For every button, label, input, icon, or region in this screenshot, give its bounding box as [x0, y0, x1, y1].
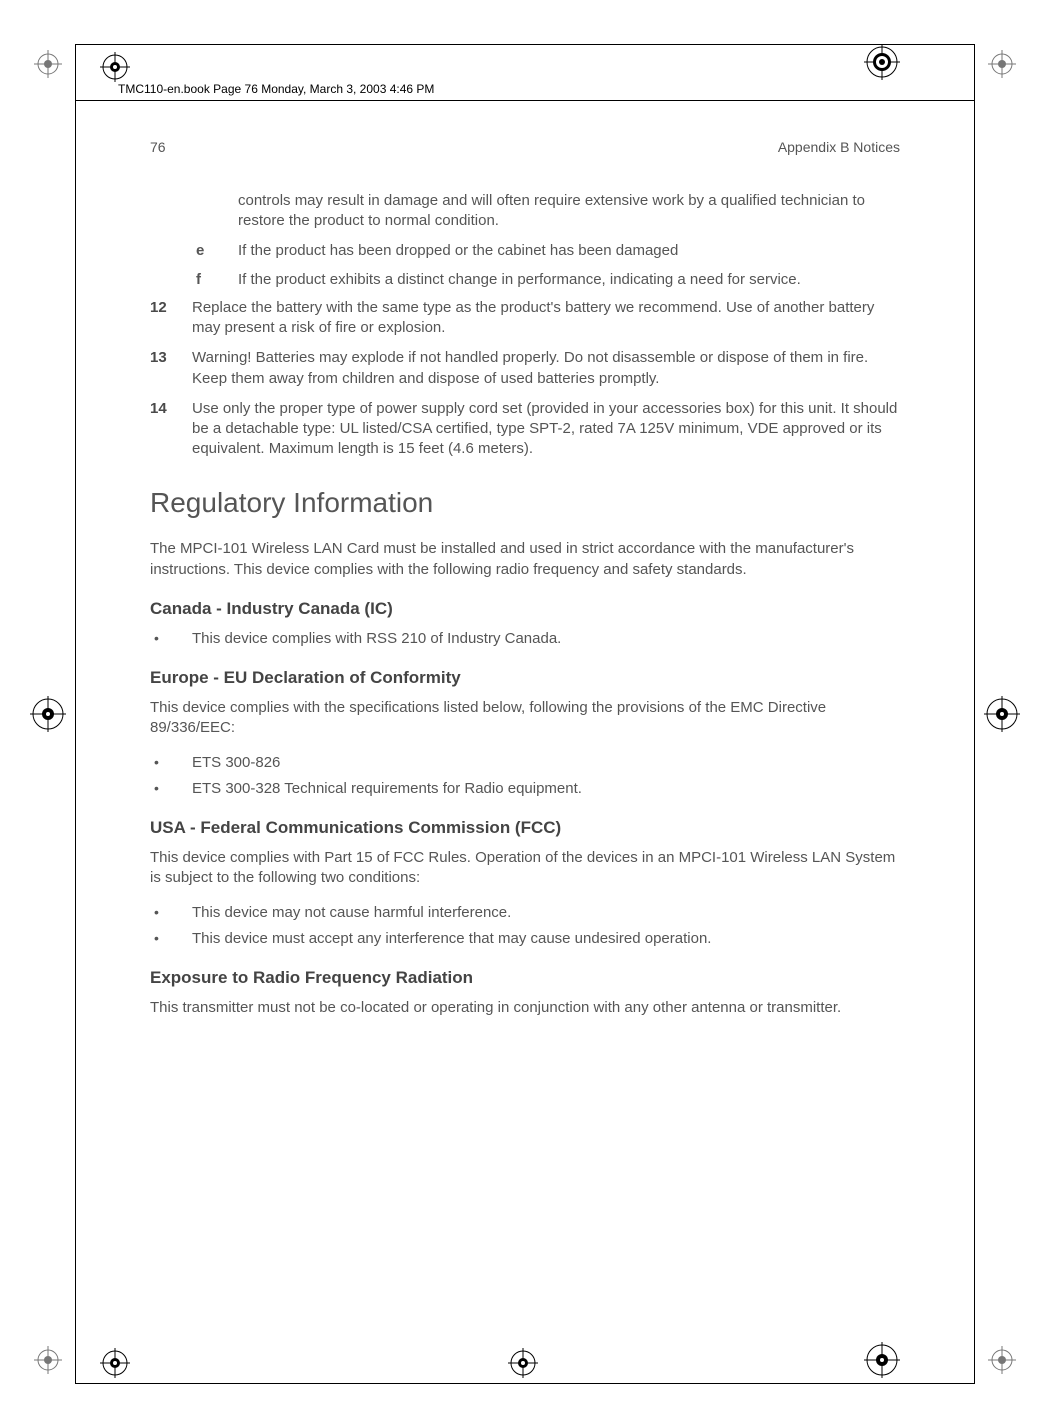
- sub-body: If the product exhibits a distinct chang…: [238, 270, 900, 290]
- list-marker: 12: [150, 298, 192, 339]
- page-content: 76 Appendix B Notices controls may resul…: [150, 138, 900, 1032]
- list-item: 13 Warning! Batteries may explode if not…: [150, 348, 900, 389]
- list-marker: 14: [150, 399, 192, 460]
- section-intro: The MPCI-101 Wireless LAN Card must be i…: [150, 539, 900, 580]
- bullet-icon: •: [150, 629, 192, 649]
- europe-para: This device complies with the specificat…: [150, 698, 900, 739]
- list-body: Use only the proper type of power supply…: [192, 399, 900, 460]
- subsection-heading: USA - Federal Communications Commission …: [150, 817, 900, 840]
- crop-mark-icon: [34, 1346, 62, 1374]
- exposure-para: This transmitter must not be co-located …: [150, 998, 900, 1018]
- sub-body: If the product has been dropped or the c…: [238, 241, 900, 261]
- page-number: 76: [150, 138, 166, 157]
- registration-target-icon: [508, 1348, 538, 1378]
- bullet-icon: •: [150, 903, 192, 923]
- page-header: 76 Appendix B Notices: [150, 138, 900, 157]
- bullet-icon: •: [150, 753, 192, 773]
- registration-target-icon: [100, 52, 130, 82]
- bullet-text: This device complies with RSS 210 of Ind…: [192, 629, 900, 649]
- bullet-item: • This device may not cause harmful inte…: [150, 903, 900, 923]
- list-marker: 13: [150, 348, 192, 389]
- subsection-heading: Europe - EU Declaration of Conformity: [150, 667, 900, 690]
- bullet-icon: •: [150, 929, 192, 949]
- bullet-text: ETS 300-328 Technical requirements for R…: [192, 779, 900, 799]
- usa-para: This device complies with Part 15 of FCC…: [150, 848, 900, 889]
- list-body: Replace the battery with the same type a…: [192, 298, 900, 339]
- subsection-heading: Canada - Industry Canada (IC): [150, 598, 900, 621]
- section-heading: Regulatory Information: [150, 484, 900, 522]
- crop-mark-icon: [988, 50, 1016, 78]
- list-item: 12 Replace the battery with the same typ…: [150, 298, 900, 339]
- sub-marker: e: [196, 241, 238, 261]
- bullet-item: • This device must accept any interferen…: [150, 929, 900, 949]
- registration-target-icon: [30, 696, 66, 732]
- bullet-item: • ETS 300-826: [150, 753, 900, 773]
- bullet-item: • ETS 300-328 Technical requirements for…: [150, 779, 900, 799]
- registration-target-icon: [864, 1342, 900, 1378]
- bullet-text: This device must accept any interference…: [192, 929, 900, 949]
- book-header: TMC110-en.book Page 76 Monday, March 3, …: [118, 82, 434, 96]
- bullet-icon: •: [150, 779, 192, 799]
- list-item: 14 Use only the proper type of power sup…: [150, 399, 900, 460]
- page-title: Appendix B Notices: [778, 138, 900, 157]
- header-rule: [76, 100, 974, 101]
- crop-mark-icon: [988, 1346, 1016, 1374]
- sub-list-item: e If the product has been dropped or the…: [196, 241, 900, 261]
- bullet-text: This device may not cause harmful interf…: [192, 903, 900, 923]
- bullet-text: ETS 300-826: [192, 753, 900, 773]
- registration-target-icon: [100, 1348, 130, 1378]
- crop-mark-icon: [34, 50, 62, 78]
- registration-target-icon: [864, 44, 900, 80]
- sub-list-item: f If the product exhibits a distinct cha…: [196, 270, 900, 290]
- registration-target-icon: [984, 696, 1020, 732]
- bullet-item: • This device complies with RSS 210 of I…: [150, 629, 900, 649]
- sub-marker: f: [196, 270, 238, 290]
- subsection-heading: Exposure to Radio Frequency Radiation: [150, 967, 900, 990]
- continuation-text: controls may result in damage and will o…: [238, 191, 900, 232]
- list-body: Warning! Batteries may explode if not ha…: [192, 348, 900, 389]
